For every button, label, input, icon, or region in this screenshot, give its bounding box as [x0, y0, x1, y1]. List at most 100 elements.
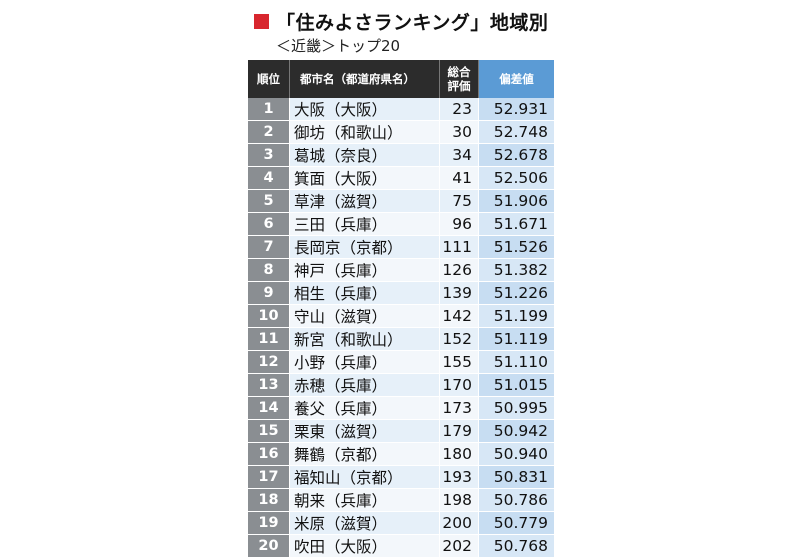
table-row: 4 箕面（大阪） 41 52.506 [248, 167, 554, 190]
rank-cell: 15 [248, 420, 290, 443]
page-title: 「住みよさランキング」地域別 [276, 11, 549, 34]
total-cell: 173 [440, 397, 479, 420]
total-cell: 202 [440, 535, 479, 558]
table-row: 9 相生（兵庫） 139 51.226 [248, 282, 554, 305]
total-cell: 30 [440, 121, 479, 144]
rank-cell: 19 [248, 512, 290, 535]
table-row: 5 草津（滋賀） 75 51.906 [248, 190, 554, 213]
city-cell: 三田（兵庫） [290, 213, 440, 236]
city-cell: 草津（滋賀） [290, 190, 440, 213]
table-row: 1 大阪（大阪） 23 52.931 [248, 98, 554, 121]
score-cell: 52.678 [479, 144, 554, 167]
total-cell: 198 [440, 489, 479, 512]
score-cell: 50.768 [479, 535, 554, 558]
table-row: 12 小野（兵庫） 155 51.110 [248, 351, 554, 374]
rank-cell: 17 [248, 466, 290, 489]
score-cell: 50.786 [479, 489, 554, 512]
total-cell: 142 [440, 305, 479, 328]
score-cell: 50.831 [479, 466, 554, 489]
score-cell: 50.995 [479, 397, 554, 420]
score-cell: 51.226 [479, 282, 554, 305]
total-cell: 41 [440, 167, 479, 190]
total-cell: 180 [440, 443, 479, 466]
total-cell: 152 [440, 328, 479, 351]
score-cell: 51.906 [479, 190, 554, 213]
city-cell: 長岡京（京都） [290, 236, 440, 259]
score-cell: 51.015 [479, 374, 554, 397]
city-cell: 養父（兵庫） [290, 397, 440, 420]
city-cell: 守山（滋賀） [290, 305, 440, 328]
table-row: 19 米原（滋賀） 200 50.779 [248, 512, 554, 535]
header-total-line2: 評価 [447, 79, 471, 93]
header-rank: 順位 [248, 60, 290, 98]
table-row: 16 舞鶴（京都） 180 50.940 [248, 443, 554, 466]
table-header-row: 順位 都市名（都道府県名） 総合 評価 偏差値 [248, 60, 554, 98]
total-cell: 23 [440, 98, 479, 121]
rank-cell: 20 [248, 535, 290, 558]
ranking-table: 順位 都市名（都道府県名） 総合 評価 偏差値 1 大阪（大阪） 23 52.931 2… [248, 60, 554, 558]
city-cell: 朝来（兵庫） [290, 489, 440, 512]
total-cell: 170 [440, 374, 479, 397]
table-row: 6 三田（兵庫） 96 51.671 [248, 213, 554, 236]
rank-cell: 4 [248, 167, 290, 190]
rank-cell: 2 [248, 121, 290, 144]
score-cell: 51.382 [479, 259, 554, 282]
city-cell: 赤穂（兵庫） [290, 374, 440, 397]
header-city: 都市名（都道府県名） [290, 60, 440, 98]
total-cell: 155 [440, 351, 479, 374]
table-row: 3 葛城（奈良） 34 52.678 [248, 144, 554, 167]
rank-cell: 18 [248, 489, 290, 512]
city-cell: 米原（滋賀） [290, 512, 440, 535]
city-cell: 神戸（兵庫） [290, 259, 440, 282]
score-cell: 50.940 [479, 443, 554, 466]
table-row: 15 栗東（滋賀） 179 50.942 [248, 420, 554, 443]
rank-cell: 3 [248, 144, 290, 167]
total-cell: 96 [440, 213, 479, 236]
rank-cell: 11 [248, 328, 290, 351]
table-row: 14 養父（兵庫） 173 50.995 [248, 397, 554, 420]
table-row: 10 守山（滋賀） 142 51.199 [248, 305, 554, 328]
city-cell: 舞鶴（京都） [290, 443, 440, 466]
city-cell: 吹田（大阪） [290, 535, 440, 558]
table-row: 18 朝来（兵庫） 198 50.786 [248, 489, 554, 512]
score-cell: 51.526 [479, 236, 554, 259]
total-cell: 139 [440, 282, 479, 305]
city-cell: 箕面（大阪） [290, 167, 440, 190]
score-cell: 51.110 [479, 351, 554, 374]
city-cell: 葛城（奈良） [290, 144, 440, 167]
header-total: 総合 評価 [440, 60, 479, 98]
table-body: 1 大阪（大阪） 23 52.931 2 御坊（和歌山） 30 52.748 3 葛城（奈良） 34… [248, 98, 554, 558]
title-row: 「住みよさランキング」地域別 [254, 8, 548, 34]
header-score: 偏差値 [479, 60, 554, 98]
city-cell: 小野（兵庫） [290, 351, 440, 374]
table-row: 17 福知山（京都） 193 50.831 [248, 466, 554, 489]
rank-cell: 10 [248, 305, 290, 328]
city-cell: 福知山（京都） [290, 466, 440, 489]
rank-cell: 12 [248, 351, 290, 374]
table-row: 2 御坊（和歌山） 30 52.748 [248, 121, 554, 144]
score-cell: 52.506 [479, 167, 554, 190]
rank-cell: 16 [248, 443, 290, 466]
table-row: 13 赤穂（兵庫） 170 51.015 [248, 374, 554, 397]
total-cell: 179 [440, 420, 479, 443]
total-cell: 75 [440, 190, 479, 213]
score-cell: 50.779 [479, 512, 554, 535]
rank-cell: 14 [248, 397, 290, 420]
table-row: 8 神戸（兵庫） 126 51.382 [248, 259, 554, 282]
page-subtitle: ＜近畿＞トップ20 [276, 37, 401, 55]
red-square-icon [254, 13, 269, 29]
score-cell: 50.942 [479, 420, 554, 443]
rank-cell: 5 [248, 190, 290, 213]
rank-cell: 13 [248, 374, 290, 397]
header-total-line1: 総合 [447, 65, 471, 79]
score-cell: 51.199 [479, 305, 554, 328]
ranking-graphic: 「住みよさランキング」地域別 ＜近畿＞トップ20 順位 都市名（都道府県名） 総… [238, 0, 568, 558]
rank-cell: 1 [248, 98, 290, 121]
rank-cell: 6 [248, 213, 290, 236]
total-cell: 193 [440, 466, 479, 489]
city-cell: 御坊（和歌山） [290, 121, 440, 144]
total-cell: 200 [440, 512, 479, 535]
rank-cell: 9 [248, 282, 290, 305]
table-row: 11 新宮（和歌山） 152 51.119 [248, 328, 554, 351]
city-cell: 大阪（大阪） [290, 98, 440, 121]
